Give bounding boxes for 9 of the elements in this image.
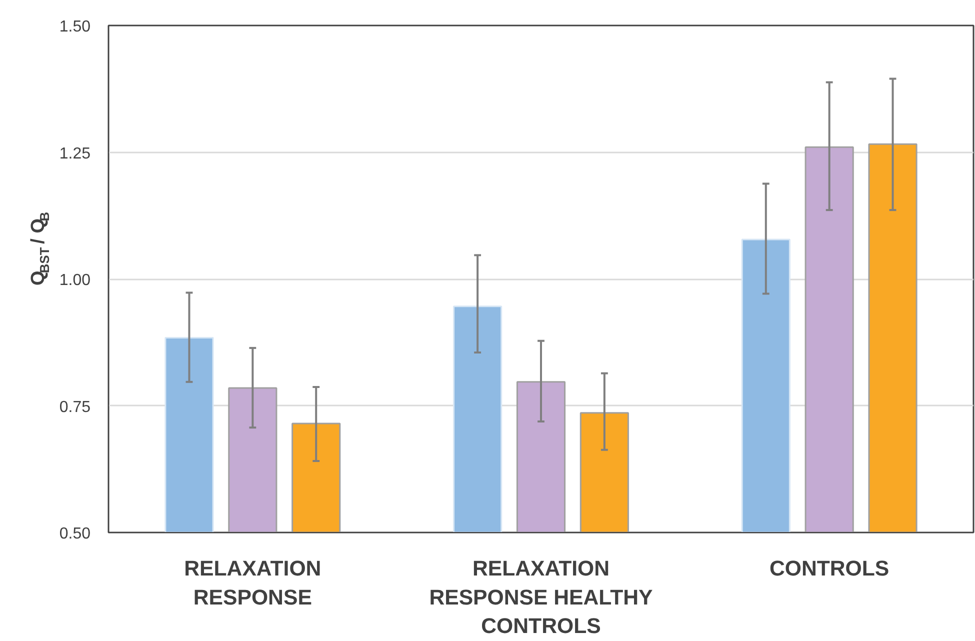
y-tick-label: 0.75: [59, 398, 91, 416]
x-tick-label: RELAXATION RESPONSE: [184, 556, 322, 610]
y-tick-label: 1.50: [59, 18, 91, 36]
y-tick-label: 1.25: [59, 145, 91, 162]
y-tick-label: 0.50: [59, 526, 91, 542]
x-tick-label: RELAXATION RESPONSE HEALTHY CONTROLS: [429, 556, 653, 638]
y-tick-label: 1.00: [59, 272, 91, 289]
y-axis-title: QBST / QB: [28, 212, 52, 286]
x-tick-label: CONTROLS: [770, 556, 890, 580]
